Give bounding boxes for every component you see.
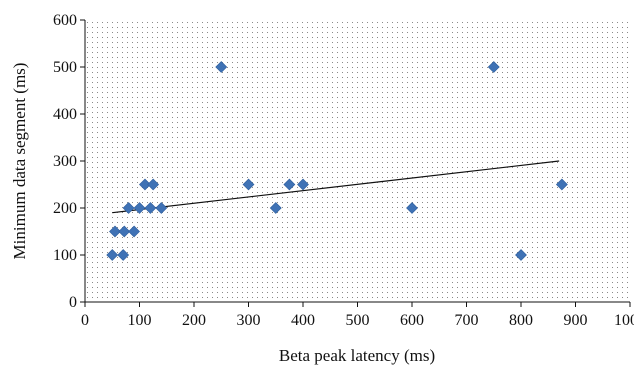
data-point [555,178,568,191]
data-point [106,249,119,261]
data-point [139,178,151,191]
data-point [118,225,131,238]
data-point [122,202,135,214]
data-point [147,178,160,191]
trendline [112,160,560,214]
x-tick-label: 300 [237,312,261,329]
x-tick-label: 800 [509,312,533,329]
y-ticks: 0 100 200 300 400 500 600 [53,12,85,311]
data-point [515,249,527,261]
data-point [406,202,418,214]
x-tick-label: 600 [400,312,424,329]
y-tick-label: 500 [53,59,77,76]
x-tick-label: 700 [455,312,479,329]
data-point [269,202,282,214]
x-tick-label: 500 [346,312,370,329]
data-point [133,202,146,214]
x-tick-label: 0 [81,312,89,329]
data-point [128,225,140,238]
data-point [283,178,296,191]
x-tick-label: 100 [128,312,152,329]
data-points [106,61,568,261]
y-tick-label: 600 [53,12,77,29]
x-tick-label: 1000 [614,312,634,329]
data-point [487,61,500,73]
y-tick-label: 400 [53,106,77,123]
plot-area [85,20,630,302]
data-point [242,178,255,191]
data-point [215,61,228,73]
x-axis-label: Beta peak latency (ms) [279,346,435,365]
y-tick-label: 300 [53,153,77,170]
data-point [297,178,309,191]
data-point [144,202,157,214]
x-tick-label: 900 [564,312,588,329]
y-tick-label: 200 [53,200,77,217]
data-point [109,225,121,238]
x-tick-label: 200 [182,312,206,329]
data-point [117,249,130,261]
y-tick-label: 0 [69,294,77,311]
x-tick-label: 400 [291,312,315,329]
y-tick-label: 100 [53,247,77,264]
x-ticks: 0 100 200 300 400 500 600 700 800 900 1000 [81,302,634,329]
y-axis-label: Minimum data segment (ms) [10,63,29,260]
data-point [155,202,168,214]
